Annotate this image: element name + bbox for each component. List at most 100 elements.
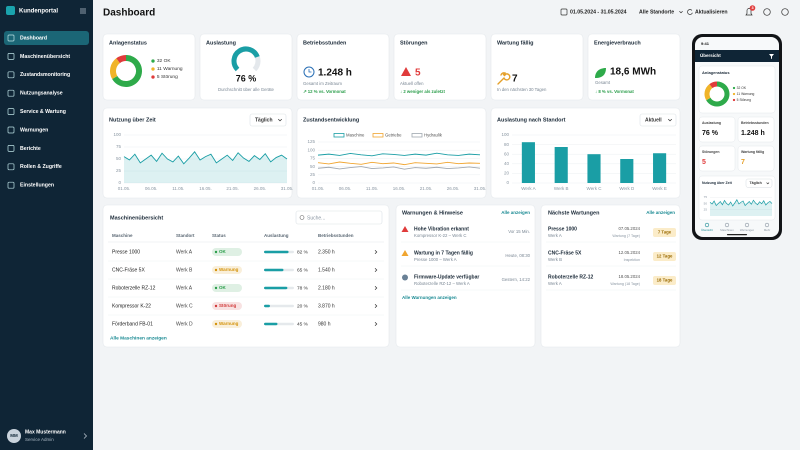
status-dot (214, 268, 218, 272)
menu-label: Berichte (20, 146, 41, 152)
status-label: Warnung (219, 267, 239, 272)
status-pill (212, 248, 242, 256)
tile-label: Auslastung (702, 121, 721, 125)
warning-icon (401, 67, 411, 76)
menu-item[interactable]: Einstellungen (7, 181, 54, 189)
y-tick-label: 50 (310, 164, 316, 169)
util-bar (264, 250, 289, 254)
y-tick-label: 0 (312, 180, 315, 185)
menu-item[interactable]: Nutzungsanalyse (7, 89, 63, 97)
status-label: Warnung (219, 321, 239, 326)
nav-label: Übersicht (701, 228, 713, 232)
donut-segment (112, 55, 142, 87)
legend-entry: 32OK (737, 86, 747, 90)
refresh-button[interactable]: Aktualisieren (695, 9, 728, 15)
card (199, 33, 293, 101)
clock-icon (303, 66, 315, 78)
legend-value: 11 (157, 66, 162, 72)
legend-value: 32 (157, 58, 163, 64)
x-tick-label: Werk B (554, 186, 569, 191)
location-filter[interactable]: Alle Standorte (639, 9, 674, 15)
nav-icon[interactable] (744, 222, 750, 228)
dropdown[interactable]: Täglich (745, 178, 773, 188)
clock-hands (308, 69, 312, 73)
column-header: Standort (176, 233, 195, 238)
x-tick-label: 21.05. (226, 186, 239, 191)
tile-value: 7 (741, 159, 745, 166)
kpi-title: Störungen (400, 40, 428, 46)
y-tick-label: 25 (704, 208, 708, 212)
card-title: Warnungen & Hinweise (402, 210, 463, 216)
help-icon[interactable] (763, 8, 771, 16)
kpi-title: Anlagenstatus (109, 40, 147, 46)
card (393, 33, 487, 101)
menu-label: Einstellungen (20, 183, 54, 189)
tile-value: 76 % (702, 130, 719, 137)
bar (620, 159, 634, 183)
home-indicator (727, 234, 747, 236)
user-role: Service Admin (25, 437, 54, 442)
x-tick-label: 26.05. (447, 186, 460, 191)
x-tick-label: 01.05. (312, 186, 325, 191)
dropdown-label: Täglich (750, 181, 762, 185)
status-dot (214, 322, 218, 326)
menu-item[interactable]: Service & Wartung (7, 108, 66, 115)
cell-site: Werk A (176, 285, 193, 291)
badge (653, 276, 676, 285)
link[interactable]: Alle Maschinen anzeigen (110, 335, 167, 341)
cell-name: Roboterzelle RZ-12 (112, 285, 156, 291)
util-label: 65 % (297, 267, 309, 273)
nav-icon[interactable] (724, 222, 730, 228)
card (296, 107, 487, 199)
y-tick-label: 50 (704, 201, 708, 205)
menu-item[interactable]: Berichte (7, 145, 41, 152)
card-title: Nächste Wartungen (548, 210, 600, 216)
profile-icon[interactable] (781, 8, 789, 16)
y-tick-label: 40 (504, 161, 510, 166)
dropdown-box (639, 113, 677, 127)
energy-icon (595, 68, 606, 78)
dropdown-box (249, 113, 287, 127)
chevron-icon (374, 303, 378, 309)
nav-icon[interactable] (704, 222, 710, 228)
phone-tile (737, 116, 775, 143)
link[interactable]: Alle anzeigen (646, 210, 675, 215)
bell-icon[interactable] (745, 8, 753, 16)
search-box[interactable] (295, 210, 383, 225)
refresh-icon (687, 9, 693, 15)
x-tick-label: 21.05. (420, 186, 433, 191)
x-tick-label: Werk D (619, 186, 635, 191)
menu-item[interactable]: Rollen & Zugriffe (7, 163, 62, 170)
bar (521, 142, 535, 183)
util-bar (264, 286, 288, 290)
kpi-title: Energieverbrauch (594, 40, 641, 46)
legend-value: 11 (737, 92, 741, 96)
util-label: 82 % (297, 249, 309, 255)
link[interactable]: Alle Warnungen anzeigen (402, 295, 457, 300)
menu-label: Service & Wartung (20, 109, 66, 115)
task-kind: Wartung (18 Tage) (610, 282, 640, 286)
y-tick-label: 60 (504, 151, 510, 156)
legend-swatch (732, 86, 736, 90)
menu-item[interactable]: Warnungen (7, 126, 48, 133)
legend-entry: 5Störung (157, 74, 178, 80)
link[interactable]: Alle anzeigen (501, 210, 530, 215)
nav-icon[interactable] (764, 222, 770, 228)
menu-item[interactable]: Zustandsmonitoring (7, 71, 70, 78)
menu-item[interactable]: Maschinenübersicht (7, 53, 70, 60)
donut-segment (704, 84, 713, 101)
kpi-value: 1.248 h (318, 68, 352, 79)
legend-label: Hydraulik (424, 132, 443, 137)
dropdown[interactable]: Aktuell (639, 113, 677, 127)
chart-title: Nutzung über Zeit (109, 117, 156, 123)
legend-entry: 5Störung (737, 98, 752, 102)
date-range[interactable]: 01.05.2024 - 31.05.2024 (570, 9, 627, 15)
card (102, 204, 390, 348)
kpi-note: In den nächsten 30 Tagen (497, 87, 547, 92)
legend-entry: 32OK (157, 58, 172, 64)
menu-item[interactable]: Dashboard (4, 31, 89, 45)
kpi-title: Auslastung (206, 40, 236, 46)
phone-tile (737, 145, 775, 172)
gauge-value (231, 46, 260, 72)
dropdown[interactable]: Täglich (249, 113, 287, 127)
